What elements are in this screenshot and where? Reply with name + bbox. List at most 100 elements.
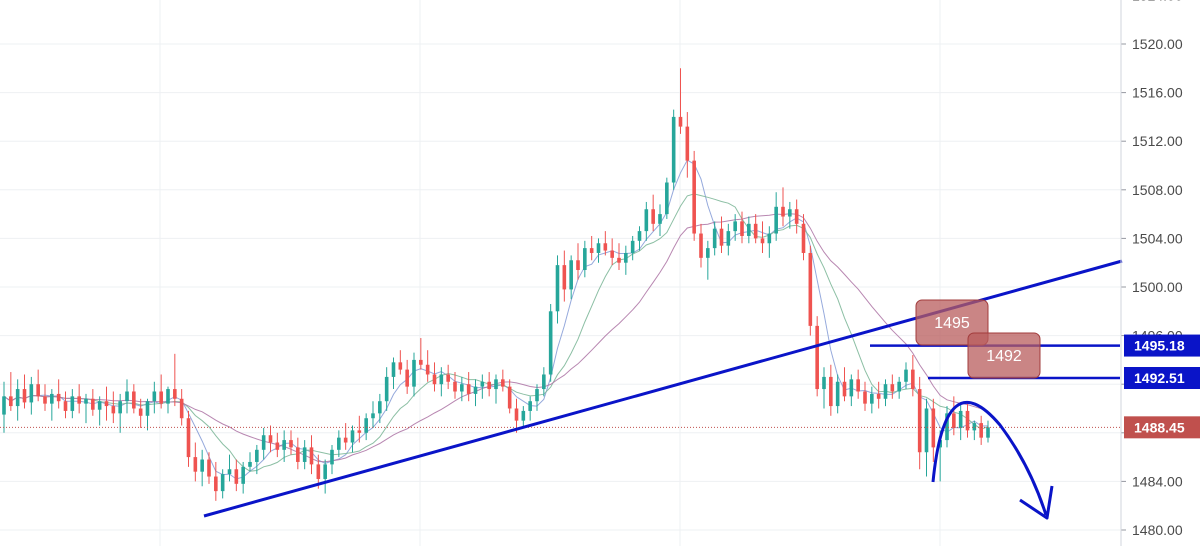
- annotation-box-bg: [915, 299, 989, 346]
- candle-body: [794, 209, 799, 224]
- candle: [822, 367, 826, 409]
- candle: [692, 150, 696, 241]
- candle: [842, 367, 847, 402]
- candle-body: [945, 413, 949, 441]
- candle: [808, 245, 813, 336]
- candle: [870, 386, 874, 414]
- candle: [446, 364, 450, 390]
- candle-body: [193, 457, 198, 472]
- price-tag-label: 1492.51: [1134, 370, 1185, 386]
- candle: [138, 398, 143, 428]
- candle: [132, 384, 136, 414]
- candle: [494, 374, 498, 404]
- candle: [610, 238, 614, 266]
- candle-body: [706, 248, 710, 258]
- candle-body: [15, 389, 20, 407]
- candlestick-series: [2, 68, 990, 501]
- candle-body: [542, 374, 546, 390]
- candle-body: [835, 381, 840, 407]
- candle-body: [501, 379, 505, 387]
- candle: [788, 201, 792, 229]
- candle-body: [248, 461, 252, 467]
- candle: [214, 461, 218, 501]
- candle-body: [398, 362, 403, 370]
- candle: [364, 413, 368, 441]
- candle-body: [179, 398, 184, 419]
- candle-body: [507, 386, 512, 409]
- candle: [931, 398, 936, 462]
- candle-body: [658, 214, 662, 224]
- candle: [118, 393, 122, 433]
- candle-body: [296, 447, 300, 462]
- candle-body: [781, 206, 785, 217]
- candle: [665, 177, 669, 219]
- candle-body: [261, 435, 266, 450]
- candle-body: [412, 359, 416, 387]
- candle: [685, 112, 690, 178]
- candle-body: [473, 386, 478, 394]
- candle: [473, 379, 478, 407]
- trend-line: [203, 259, 1123, 518]
- price-tag-bg: [1124, 334, 1200, 357]
- price-tag-bg: [1124, 367, 1200, 390]
- candle-body: [589, 248, 594, 253]
- candle: [521, 406, 526, 428]
- candle-body: [514, 408, 519, 421]
- price-tag: 1495.18: [1124, 334, 1200, 357]
- candle: [890, 374, 895, 399]
- price-axis[interactable]: 1480.001484.001488.001492.001496.001500.…: [1120, 0, 1183, 546]
- candle: [357, 415, 362, 443]
- candle: [651, 194, 655, 232]
- y-tick-label: 1516.00: [1132, 85, 1183, 101]
- candle-body: [958, 410, 963, 428]
- candle: [924, 398, 929, 477]
- candle-body: [931, 408, 936, 448]
- candle: [507, 379, 512, 414]
- candle-body: [911, 369, 915, 390]
- candle: [207, 452, 211, 484]
- candle-body: [904, 369, 908, 382]
- candle-body: [289, 440, 293, 448]
- candle: [706, 240, 710, 280]
- candle-body: [9, 396, 13, 407]
- candle: [596, 238, 601, 263]
- candle: [589, 235, 594, 261]
- candle: [548, 304, 553, 382]
- candle: [535, 384, 539, 411]
- candle-body: [432, 374, 437, 385]
- candle: [617, 243, 621, 270]
- candle: [699, 223, 703, 268]
- candle: [466, 372, 471, 402]
- candle-body: [863, 391, 867, 404]
- y-tick-label: 1504.00: [1132, 230, 1183, 246]
- candle: [760, 221, 765, 253]
- candle-body: [330, 449, 334, 465]
- candle: [152, 381, 157, 414]
- candle-body: [487, 381, 491, 390]
- candle-body: [309, 447, 314, 465]
- candle: [917, 376, 922, 470]
- candle: [91, 389, 95, 416]
- candle: [555, 255, 560, 324]
- candle: [958, 403, 963, 441]
- candle-body: [29, 384, 34, 403]
- candle: [384, 367, 389, 411]
- candle-body: [268, 435, 273, 443]
- annotation-box-label: 1495: [934, 315, 970, 332]
- price-tag-label: 1495.18: [1134, 338, 1185, 354]
- candle-body: [50, 393, 54, 404]
- candle-body: [617, 257, 621, 263]
- candle: [391, 357, 396, 390]
- candle: [767, 226, 772, 258]
- candle: [70, 389, 75, 419]
- moving-average-line: [3, 159, 989, 480]
- candle-body: [870, 393, 874, 404]
- candle-body: [316, 464, 321, 479]
- candle: [234, 459, 239, 492]
- candle: [747, 216, 751, 244]
- moving-average-line: [3, 193, 989, 472]
- candle-body: [419, 359, 423, 365]
- y-tick-label: 1480.00: [1132, 522, 1183, 538]
- candle: [309, 435, 314, 475]
- forecast-curve: [931, 401, 1048, 516]
